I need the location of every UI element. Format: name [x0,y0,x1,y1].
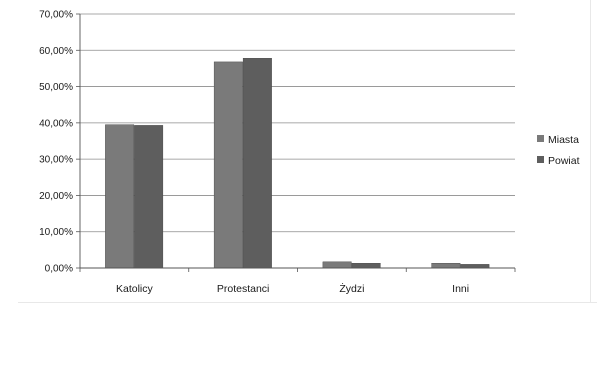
y-tick-label: 70,00% [39,10,73,21]
y-tick-label: 50,00% [39,82,73,93]
bar-miasta-3 [322,261,352,269]
legend-label: Powiat [548,155,580,167]
y-tick-label: 30,00% [39,155,73,166]
legend-label: Miasta [548,134,579,146]
x-tick-label: Katolicy [116,283,154,295]
y-tick-label: 0,00% [45,264,73,275]
x-tick-label: Żydzi [339,282,364,295]
bar-powiat-3 [351,263,381,269]
x-tick-labels: Katolicy Protestanci Żydzi Inni [116,282,469,295]
bars [105,58,490,269]
bar-miasta-4 [431,263,461,269]
legend-swatch-miasta [537,135,544,142]
axes [79,14,516,272]
bar-powiat-1 [134,125,164,269]
x-tick-label: Protestanci [217,283,270,295]
y-tick-label: 20,00% [39,191,73,202]
y-tick-label: 60,00% [39,46,73,57]
bar-powiat-2 [242,58,272,269]
right-divider [590,0,591,302]
y-tick-label: 40,00% [39,118,73,129]
y-tick-label: 10,00% [39,227,73,238]
bottom-divider [18,302,597,303]
x-tick-label: Inni [452,283,469,295]
bar-miasta-1 [105,124,135,269]
bar-miasta-2 [213,61,243,269]
legend-swatch-powiat [537,156,544,163]
bar-powiat-4 [460,264,490,269]
legend: Miasta Powiat [537,134,580,167]
y-tick-labels: 0,00% 10,00% 20,00% 30,00% 40,00% 50,00% 60,00… [39,10,73,275]
